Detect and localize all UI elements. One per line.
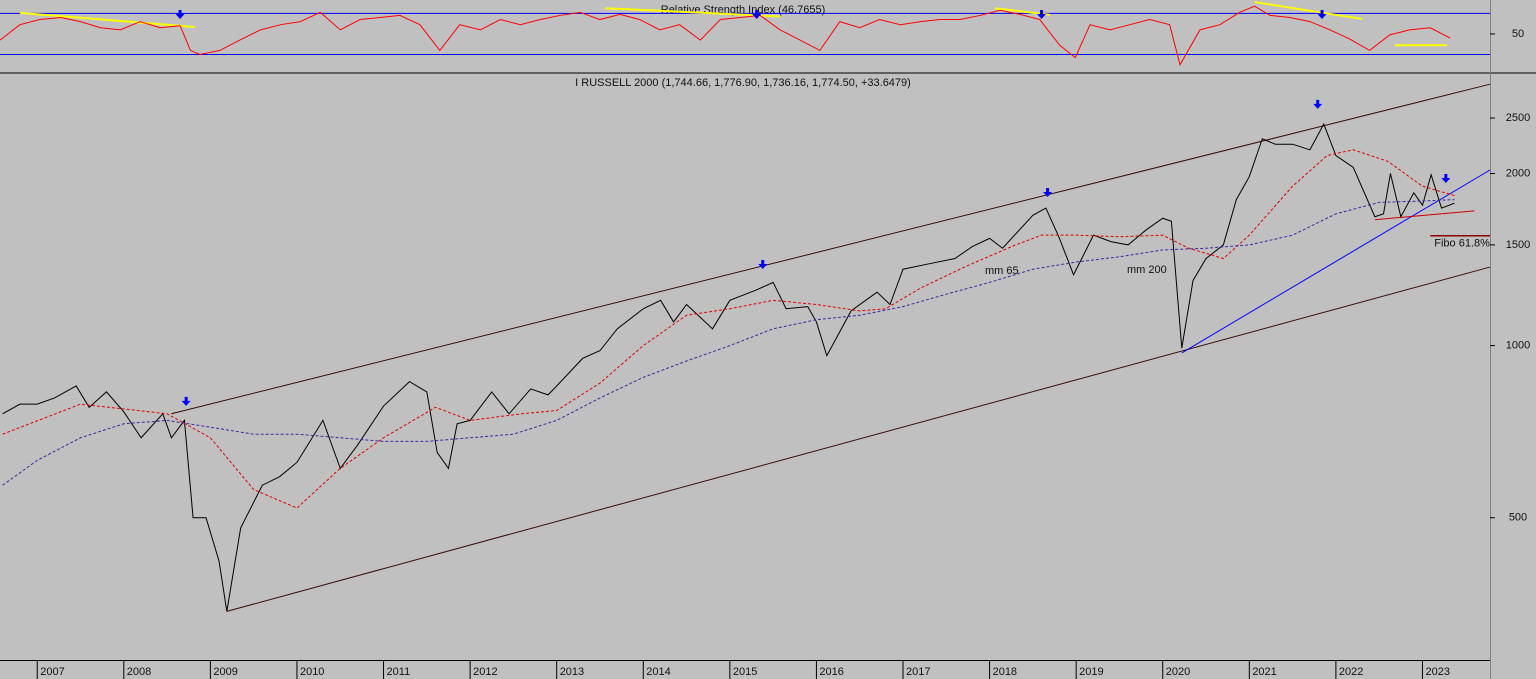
y-tick-label: 2000: [1506, 167, 1530, 179]
rsi-panel: Relative Strength Index (46.7655)50: [0, 1, 1524, 67]
arrow-marker: [1317, 10, 1327, 19]
price-panel: I RUSSELL 2000 (1,744.66, 1,776.90, 1,73…: [2, 77, 1530, 679]
x-tick-label: 2020: [1166, 666, 1190, 678]
trend-line: [1254, 1, 1363, 20]
x-tick-label: 2021: [1252, 666, 1276, 678]
x-tick-label: 2012: [473, 666, 497, 678]
arrow-marker: [181, 396, 191, 406]
series-label: mm 65: [985, 265, 1019, 277]
x-tick-label: 2018: [993, 666, 1017, 678]
trend-line: [1374, 210, 1475, 221]
data-line: [2, 122, 1455, 612]
x-tick-label: 2019: [1079, 666, 1103, 678]
arrow-marker: [1043, 187, 1053, 197]
arrow-marker: [1313, 99, 1323, 109]
arrow-marker: [1441, 174, 1451, 184]
chart-title: I RUSSELL 2000 (1,744.66, 1,776.90, 1,73…: [575, 77, 911, 89]
y-tick-label: 50: [1512, 28, 1524, 40]
x-tick-label: 2023: [1425, 666, 1449, 678]
y-tick-label: 2500: [1506, 112, 1530, 124]
x-tick-label: 2013: [560, 666, 584, 678]
annotation-label: Fibo 61.8%: [1434, 238, 1490, 250]
arrow-marker: [752, 10, 762, 19]
x-tick-label: 2016: [819, 666, 843, 678]
x-tick-label: 2009: [213, 666, 237, 678]
y-tick-label: 1000: [1506, 340, 1530, 352]
trend-line: [226, 266, 1491, 612]
x-tick-label: 2008: [127, 666, 151, 678]
moving-average-line: [2, 199, 1455, 486]
trend-line: [171, 83, 1491, 415]
moving-average-line: [2, 149, 1455, 509]
trend-line: [605, 7, 781, 18]
data-line: [0, 5, 1451, 67]
x-tick-label: 2022: [1339, 666, 1363, 678]
x-tick-label: 2011: [387, 666, 411, 678]
y-tick-label: 1500: [1506, 239, 1530, 251]
x-tick-label: 2007: [40, 666, 64, 678]
x-tick-label: 2010: [300, 666, 324, 678]
arrow-marker: [758, 260, 768, 270]
trend-line: [19, 11, 195, 28]
x-tick-label: 2014: [646, 666, 670, 678]
series-label: mm 200: [1127, 264, 1167, 276]
arrow-marker: [1037, 10, 1047, 19]
x-tick-label: 2017: [906, 666, 930, 678]
y-tick-label: 500: [1509, 512, 1527, 524]
x-tick-label: 2015: [733, 666, 757, 678]
arrow-marker: [175, 10, 185, 19]
